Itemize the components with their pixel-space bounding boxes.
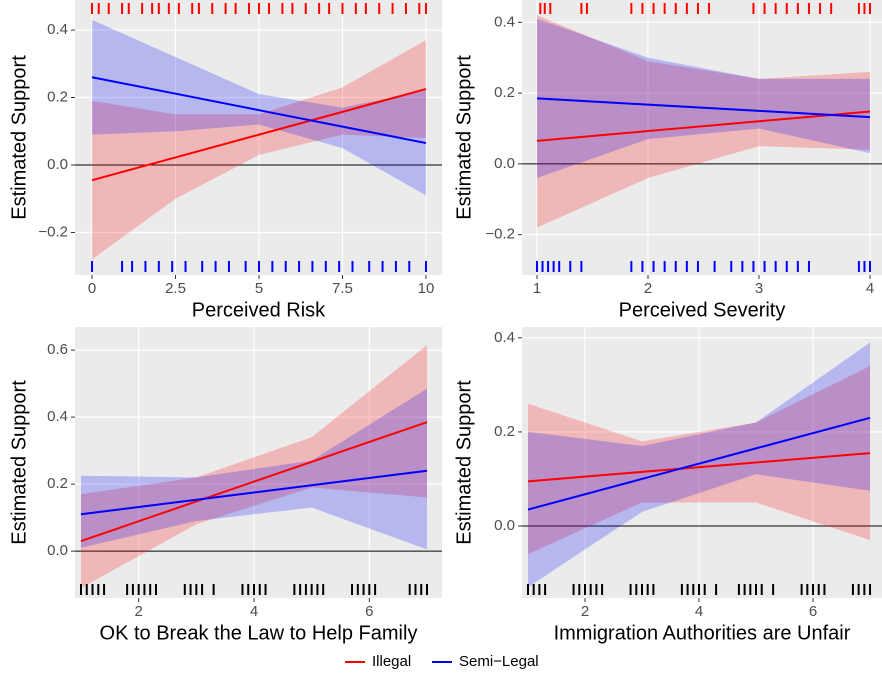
confidence-band (527, 342, 871, 588)
x-tick-label: 1 (533, 280, 541, 297)
x-axis-title: Immigration Authorities are Unfair (554, 622, 851, 644)
line (536, 110, 871, 142)
confidence-band (536, 18, 871, 179)
legend-label: Illegal (372, 653, 411, 670)
x-tick-label: 2 (644, 280, 652, 297)
y-tick-label: 0.2 (47, 475, 68, 492)
y-axis-title: Estimated Support (453, 55, 475, 220)
confidence-band (92, 19, 426, 196)
y-tick-label: 0.0 (494, 155, 515, 172)
legend-label: Semi−Legal (459, 653, 539, 670)
y-axis-title: Estimated Support (8, 380, 30, 545)
y-tick-label: 0.4 (47, 408, 68, 425)
y-tick-label: 0.4 (494, 329, 515, 346)
line (80, 469, 428, 516)
y-tick-label: 0.4 (494, 13, 515, 30)
line (91, 88, 427, 182)
x-axis-title: Perceived Severity (619, 299, 786, 321)
y-tick-label: 0.2 (47, 88, 68, 105)
x-tick-label: 4 (866, 280, 874, 297)
x-tick-label: 2 (134, 603, 142, 620)
x-tick-label: 2 (581, 603, 589, 620)
y-axis-title: Estimated Support (453, 380, 475, 545)
x-tick-label: 10 (418, 280, 435, 297)
y-axis-title: Estimated Support (8, 55, 30, 220)
y-tick-label: 0.0 (47, 542, 68, 559)
y-tick-label: 0.2 (494, 84, 515, 101)
y-tick-label: 0.2 (494, 423, 515, 440)
line (91, 76, 427, 145)
line (536, 97, 871, 119)
confidence-band (527, 366, 871, 555)
y-tick-label: −0.2 (38, 223, 68, 240)
line (527, 416, 871, 511)
line (80, 421, 428, 542)
y-tick-label: 0.4 (47, 21, 68, 38)
x-tick-label: 0 (88, 280, 96, 297)
y-tick-label: 0.6 (47, 341, 68, 358)
x-axis-title: Perceived Risk (192, 299, 326, 321)
y-tick-label: −0.2 (485, 226, 515, 243)
x-axis-title: OK to Break the Law to Help Family (100, 622, 418, 644)
x-tick-label: 4 (250, 603, 258, 620)
confidence-band (536, 15, 871, 228)
confidence-band (80, 388, 428, 550)
x-tick-label: 5 (255, 280, 263, 297)
x-tick-label: 6 (365, 603, 373, 620)
x-tick-label: 7.5 (332, 280, 353, 297)
x-tick-label: 2.5 (165, 280, 186, 297)
y-tick-label: 0.0 (47, 156, 68, 173)
x-tick-label: 4 (695, 603, 703, 620)
y-tick-label: 0.0 (494, 517, 515, 534)
plot-background (75, 327, 442, 598)
confidence-band (92, 40, 426, 260)
x-tick-label: 6 (809, 603, 817, 620)
confidence-band (80, 345, 428, 588)
x-tick-label: 3 (755, 280, 763, 297)
line (527, 452, 871, 483)
